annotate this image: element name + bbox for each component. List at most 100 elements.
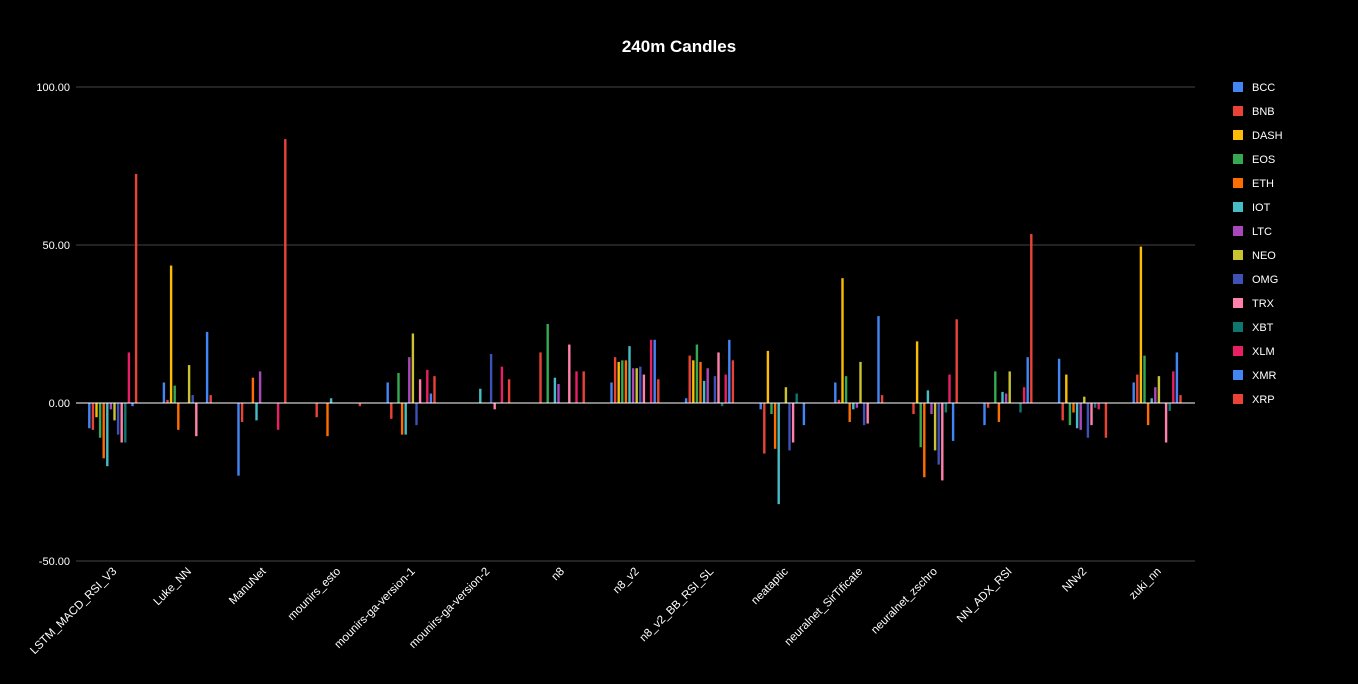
legend-swatch [1233, 130, 1243, 140]
bar-xmr [205, 331, 209, 403]
bar-xmr [1026, 357, 1029, 403]
bar-eth [624, 360, 628, 403]
bar-neo [784, 387, 788, 403]
bar-xbt [944, 403, 948, 413]
y-tick-label: 100.00 [36, 82, 70, 94]
bar-iot [1150, 398, 1153, 403]
bar-eth [251, 377, 255, 403]
bar-xmr [429, 393, 433, 403]
bar-dash [617, 361, 620, 403]
bar-xmr [728, 339, 731, 403]
bar-xrp [731, 360, 735, 403]
legend-item: NEO [1233, 250, 1276, 262]
bar-dash [915, 341, 919, 403]
bar-iot [702, 380, 706, 403]
bar-eos [173, 385, 176, 403]
bar-xbt [1093, 403, 1097, 408]
legend-swatch [1233, 346, 1243, 356]
bar-bnb [986, 403, 990, 408]
legend-label: OMG [1252, 274, 1278, 286]
legend-item: EOS [1233, 154, 1275, 166]
bar-bcc [1057, 358, 1061, 403]
bar-trx [493, 403, 496, 410]
bar-neo [187, 365, 191, 403]
bar-omg [415, 403, 418, 426]
bar-eos [397, 372, 400, 403]
bar-ltc [631, 368, 635, 403]
bar-xlm [575, 371, 578, 403]
bar-iot [404, 403, 407, 435]
bar-trx [1164, 403, 1168, 443]
bar-iot [628, 346, 631, 403]
legend-swatch [1233, 274, 1243, 284]
x-tick-label: ManuNet [227, 565, 269, 607]
bar-bnb [91, 403, 95, 430]
chart-title: 240m Candles [622, 37, 736, 56]
bar-iot [106, 403, 109, 467]
y-tick-label: 0.00 [49, 398, 70, 410]
bar-xrp [284, 139, 287, 403]
bar-bcc [1132, 382, 1135, 403]
bar-neo [1157, 376, 1161, 403]
x-tick-label: n8 [549, 566, 567, 584]
legend-label: BCC [1252, 82, 1275, 94]
x-tick-label: n8_v2_BB_RSI_SL [638, 565, 717, 644]
bar-xrp [582, 371, 585, 403]
bar-bnb [315, 403, 318, 418]
x-tick-label: neataptic [749, 565, 791, 607]
bar-bnb [688, 355, 691, 403]
bar-bnb [912, 403, 915, 415]
bar-bcc [834, 382, 837, 403]
bar-eth [923, 403, 926, 478]
legend-label: ETH [1252, 178, 1274, 190]
legend-swatch [1233, 370, 1243, 380]
legend-swatch [1233, 298, 1243, 308]
x-tick-label: n8_v2 [611, 566, 642, 597]
bar-ltc [930, 403, 933, 415]
bar-neo [1008, 371, 1011, 403]
bar-dash [841, 278, 844, 403]
bar-dash [1139, 246, 1143, 403]
bar-iot [329, 398, 333, 403]
x-tick-label: mounirs-ga-version-2 [407, 566, 492, 651]
bar-bnb [763, 403, 766, 454]
bar-eos [844, 376, 848, 403]
legend-label: XBT [1252, 322, 1274, 334]
bar-neo [933, 403, 937, 451]
legend-item: XMR [1233, 370, 1277, 382]
bar-eos [770, 403, 773, 415]
legend-swatch [1233, 322, 1243, 332]
bar-xrp [955, 319, 958, 403]
legend-swatch [1233, 202, 1243, 212]
bar-xrp [880, 395, 884, 403]
legend-label: IOT [1252, 202, 1271, 214]
bar-bcc [983, 403, 986, 426]
bar-bcc [237, 403, 240, 476]
y-tick-label: 50.00 [42, 240, 70, 252]
bar-bcc [684, 398, 688, 403]
bar-eos [919, 403, 922, 448]
bar-omg [862, 403, 866, 426]
bar-ltc [1154, 387, 1157, 403]
bar-iot [1075, 403, 1079, 429]
bar-eos [1143, 355, 1146, 403]
bar-iot [553, 377, 557, 403]
legend-swatch [1233, 178, 1243, 188]
bar-iot [479, 388, 482, 403]
bar-trx [568, 344, 571, 403]
bar-ltc [855, 403, 859, 408]
bar-omg [937, 403, 940, 465]
bar-bnb [166, 399, 169, 403]
bar-ltc [408, 357, 411, 403]
bar-xmr [877, 316, 880, 403]
bar-neo [1083, 396, 1086, 403]
bar-xrp [507, 379, 511, 403]
y-axis-ticks: -50.00 0.00 50.00 100.00 [36, 82, 70, 568]
bar-trx [866, 403, 869, 424]
bar-bnb [390, 403, 393, 419]
bar-bnb [1136, 374, 1139, 403]
bar-xrp [134, 173, 138, 403]
legend-item: OMG [1233, 274, 1278, 286]
bar-eth [1146, 403, 1150, 426]
bar-omg [713, 376, 717, 403]
